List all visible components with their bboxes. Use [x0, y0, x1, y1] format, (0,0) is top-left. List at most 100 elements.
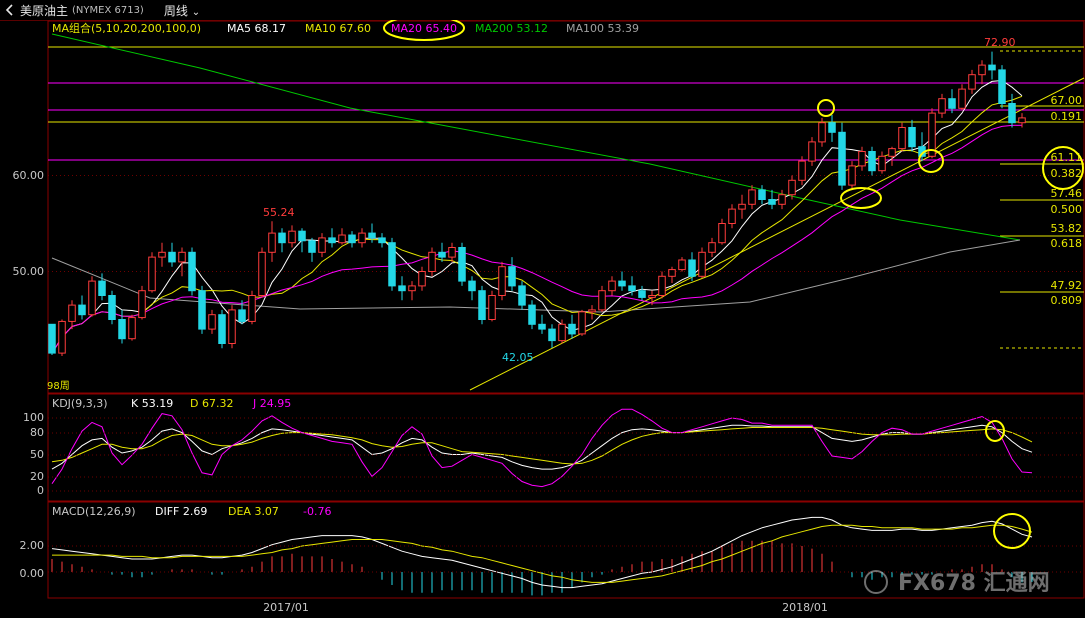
kdj-k-line — [51, 424, 1033, 470]
macd-tick-2: 2.00 — [20, 539, 45, 552]
chevron-down-icon: ⌄ — [191, 6, 201, 18]
fib-price-5: 47.92 — [1051, 279, 1083, 292]
fib-ratio-5: 0.809 — [1051, 294, 1083, 307]
circle-low — [840, 187, 882, 209]
candle-body — [318, 237, 326, 253]
candle-body — [178, 251, 186, 263]
candle-body — [878, 155, 886, 172]
ma200-value: MA200 53.12 — [475, 22, 548, 35]
fib-levels: 67.00 0.191 61.11 0.382 57.46 0.500 53.8… — [1000, 50, 1084, 349]
candle-body — [208, 314, 216, 330]
macd-bars — [51, 516, 1033, 596]
candle-body — [118, 319, 126, 340]
week-count-label: 98周 — [47, 380, 70, 392]
fib-ratio-4: 0.618 — [1051, 237, 1083, 250]
fib-price-2: 61.11 — [1051, 151, 1083, 164]
candle-body — [558, 323, 566, 342]
kdj-tick-80: 80 — [30, 426, 44, 439]
ma100-value: MA100 53.39 — [566, 22, 639, 35]
candle-body — [138, 290, 146, 319]
candle-body — [598, 290, 606, 311]
candle-body — [618, 280, 626, 287]
candle-body — [378, 237, 386, 244]
candle-body — [188, 251, 196, 292]
k-value: K 53.19 — [131, 397, 173, 410]
chart-area[interactable]: 60.00 50.00 67.00 0.191 61.11 0.382 57.4… — [0, 20, 1085, 618]
candle-body — [968, 74, 976, 90]
dea-line — [52, 524, 1033, 583]
d-value: D 67.32 — [190, 397, 233, 410]
candle-body — [238, 309, 246, 322]
candle-body — [708, 242, 716, 253]
candle-body — [508, 266, 516, 287]
kdj-axis: 100 80 50 20 0 — [23, 411, 1084, 497]
candle-body — [258, 251, 266, 297]
kdj-legend-label[interactable]: KDJ(9,3,3) — [52, 397, 108, 410]
candle-body — [578, 311, 586, 335]
candle-body — [938, 98, 946, 114]
kdj-legend: KDJ(9,3,3) K 53.19 D 67.32 J 24.95 — [52, 397, 291, 410]
ma-legend-label[interactable]: MA组合(5,10,20,200,100,0) — [52, 21, 201, 35]
candle-body — [268, 232, 276, 253]
macd-legend-label[interactable]: MACD(12,26,9) — [52, 505, 136, 518]
candle-body — [428, 251, 436, 273]
candle-body — [298, 230, 306, 242]
candle-body — [628, 285, 636, 292]
candle-body — [308, 240, 316, 253]
candle-body — [988, 64, 996, 71]
candle-body — [418, 271, 426, 287]
macd-panel-frame — [47, 501, 1085, 599]
candle-body — [818, 122, 826, 143]
candle-body — [778, 194, 786, 205]
candle-body — [348, 234, 356, 244]
kdj-tick-0: 0 — [37, 484, 44, 497]
watermark: FX678 汇通网 — [864, 570, 1050, 596]
candle-body — [768, 199, 776, 205]
xtick-2018: 2018/01 — [782, 601, 828, 614]
candle-body — [538, 323, 546, 330]
candle-body — [488, 295, 496, 320]
circle-fib — [1042, 146, 1084, 190]
macd-value: -0.76 — [303, 505, 331, 518]
circle-support — [918, 149, 944, 173]
candle-body — [468, 280, 476, 292]
symbol-name: 美原油主 — [20, 3, 69, 18]
ma5-value: MA5 68.17 — [227, 22, 286, 35]
candle-body — [528, 304, 536, 325]
symbol-selector[interactable]: 美原油主 (NYMEX 6713) — [4, 2, 144, 19]
period-label: 周线 — [163, 3, 188, 18]
candle-body — [498, 266, 506, 297]
candle-body — [888, 148, 896, 157]
candle-body — [458, 247, 466, 282]
period-selector[interactable]: 周线 ⌄ — [164, 2, 200, 19]
ma20-line — [51, 124, 1023, 354]
candle-body — [848, 165, 856, 186]
candle-body — [858, 151, 866, 167]
symbol-code: (NYMEX 6713) — [72, 4, 144, 16]
candle-body — [998, 69, 1006, 104]
candle-body — [478, 290, 486, 321]
candle-body — [978, 64, 986, 76]
candle-body — [838, 131, 846, 186]
candle-body — [168, 251, 176, 263]
candle-body — [288, 230, 296, 244]
macd-legend: MACD(12,26,9) DIFF 2.69 DEA 3.07 -0.76 — [52, 505, 331, 518]
ma-lines — [51, 79, 1023, 354]
circle-ma20 — [383, 20, 465, 41]
candle-body — [658, 275, 666, 296]
candle-body — [438, 251, 446, 258]
candle-body — [928, 112, 936, 157]
kdj-panel-frame — [47, 393, 1085, 502]
highlight-circles — [383, 20, 1084, 549]
ma-legend: MA组合(5,10,20,200,100,0) MA5 68.17 MA10 6… — [52, 21, 639, 35]
candle-body — [128, 317, 136, 340]
macd-axis: 2.00 0.00 — [20, 539, 1084, 580]
candle-body — [668, 269, 676, 277]
kdj-j-line — [51, 408, 1033, 488]
back-arrow-icon[interactable] — [4, 4, 16, 16]
ytick-50: 50.00 — [13, 265, 45, 278]
ma20-value: MA20 65.40 — [391, 22, 457, 35]
candle-body — [388, 242, 396, 287]
fib-price-4: 53.82 — [1051, 222, 1083, 235]
candle-body — [68, 304, 76, 322]
